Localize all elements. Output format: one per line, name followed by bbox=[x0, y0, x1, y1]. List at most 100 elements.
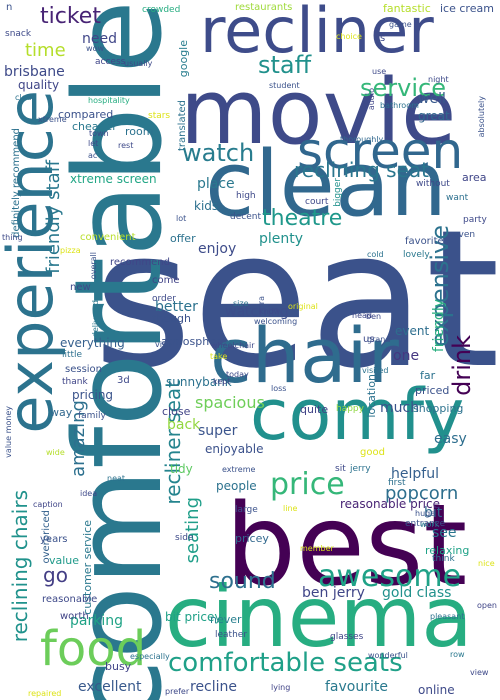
word-visited: visited bbox=[362, 366, 389, 375]
word-ticket: ticket bbox=[40, 4, 101, 29]
word-offer: offer bbox=[170, 232, 196, 245]
word-row: row bbox=[450, 650, 465, 659]
word-recline: recline bbox=[190, 679, 238, 695]
word-glasses: glasses bbox=[330, 632, 364, 642]
word-today: today bbox=[226, 370, 249, 379]
word-parking: parking bbox=[70, 613, 123, 629]
word-use: use bbox=[372, 67, 387, 76]
word-caption: caption bbox=[33, 500, 63, 509]
word-translated: translated bbox=[177, 100, 188, 152]
word-best: best bbox=[225, 481, 468, 611]
word-convenient: convenient bbox=[80, 232, 136, 243]
word-screen: screen bbox=[297, 122, 464, 180]
word-sit: sit bbox=[335, 464, 346, 474]
word-well: well bbox=[418, 91, 446, 107]
word-watching: watching bbox=[225, 304, 289, 320]
word-order: order bbox=[152, 294, 176, 304]
word-staff: staff bbox=[258, 51, 312, 79]
word-want: want bbox=[446, 193, 469, 203]
word-absolutely: absolutely bbox=[477, 96, 486, 138]
word-recliner-seat: recliner seat bbox=[161, 380, 185, 505]
word-open: open bbox=[477, 601, 497, 610]
word-reclining-chairs: reclining chairs bbox=[8, 490, 32, 643]
word-need: need bbox=[82, 31, 117, 47]
word-chair: chair bbox=[210, 311, 399, 400]
word-repaired: repaired bbox=[28, 689, 62, 698]
word-party: party bbox=[463, 215, 487, 225]
word-lying: lying bbox=[271, 683, 291, 692]
word-gra: gra bbox=[257, 296, 266, 310]
word-excellent: excellent bbox=[78, 679, 142, 695]
word-reasonable-price: reasonable price bbox=[340, 497, 440, 511]
word-back: back bbox=[167, 417, 201, 433]
word-helpful: helpful bbox=[391, 466, 439, 482]
word-thoroughly: thoroughly bbox=[340, 135, 384, 144]
word-gold-class: gold class bbox=[382, 585, 452, 601]
word-entrance: entrance bbox=[405, 519, 446, 529]
word-comfy: comfy bbox=[250, 374, 465, 456]
word-see: see bbox=[432, 525, 457, 541]
word-loss: loss bbox=[271, 384, 287, 393]
word-let: let bbox=[88, 139, 99, 148]
word-go: go bbox=[43, 563, 68, 587]
word-extreme: extreme bbox=[222, 465, 256, 474]
word-wow: wow bbox=[86, 44, 104, 53]
word-happy: happy bbox=[336, 404, 364, 414]
word-though: though bbox=[152, 312, 191, 325]
word-head: head bbox=[352, 311, 372, 320]
word-one: one bbox=[393, 348, 420, 364]
word-great: great bbox=[418, 109, 450, 123]
word-definitely-recommend: definitely recommend bbox=[11, 128, 22, 238]
word-xtreme: xtreme bbox=[38, 115, 67, 124]
word-google: google bbox=[177, 40, 190, 78]
word-friendly-staff: friendly staff bbox=[43, 160, 64, 274]
word-think: think bbox=[432, 554, 455, 564]
word-know: know bbox=[259, 307, 281, 316]
word-3d: 3d bbox=[117, 375, 130, 386]
word-neat: neat bbox=[107, 474, 126, 483]
word-restaurants: restaurants bbox=[235, 2, 293, 13]
word-idea: idea bbox=[80, 489, 98, 498]
word-game: game bbox=[389, 20, 412, 29]
word-student: student bbox=[269, 81, 300, 90]
word-sunnybank: sunnybank bbox=[166, 375, 232, 389]
word-watch: watch bbox=[182, 139, 255, 167]
word-family: family bbox=[78, 411, 106, 421]
word-s: s bbox=[380, 33, 386, 44]
word-hospitality: hospitality bbox=[88, 96, 130, 105]
word-service: service bbox=[360, 74, 446, 102]
word-stars: stars bbox=[148, 111, 171, 121]
word-grand: grand bbox=[367, 335, 391, 344]
word-thank: thank bbox=[62, 377, 88, 387]
word-us: us bbox=[363, 334, 375, 345]
word-original: original bbox=[288, 302, 318, 311]
word-ac: ac bbox=[88, 151, 98, 160]
word-online: online bbox=[418, 683, 455, 697]
word-n: n bbox=[6, 2, 13, 13]
word-place: place bbox=[197, 176, 235, 192]
word-snack: snack bbox=[5, 29, 32, 39]
word-especially: especially bbox=[130, 652, 170, 661]
word-quality: quality bbox=[18, 78, 60, 92]
word-xtreme-screen: xtreme screen bbox=[70, 172, 157, 186]
word-value: value bbox=[49, 554, 80, 567]
word-pizza: pizza bbox=[60, 246, 81, 255]
word-clean: clean bbox=[205, 132, 448, 237]
word-ice-cream: ice cream bbox=[440, 2, 494, 15]
word-side: side bbox=[175, 533, 194, 543]
word-bigger: bigger bbox=[333, 178, 343, 207]
word-line: line bbox=[283, 504, 298, 513]
word-ben: ben bbox=[366, 312, 382, 321]
word-brisbane: brisbane bbox=[4, 64, 65, 80]
word-delivered: delivered bbox=[91, 300, 100, 338]
word-enjoyable: enjoyable bbox=[205, 442, 264, 456]
word-good: good bbox=[360, 447, 385, 458]
word-thing: thing bbox=[2, 233, 23, 242]
word-priced: priced bbox=[415, 384, 450, 397]
word-night: night bbox=[428, 75, 449, 84]
word-crowded: crowded bbox=[142, 5, 181, 15]
word-room: room bbox=[125, 125, 154, 138]
word-worth: worth bbox=[60, 611, 89, 622]
word-clear: clear bbox=[15, 93, 35, 102]
word-overall: overall bbox=[89, 252, 98, 280]
